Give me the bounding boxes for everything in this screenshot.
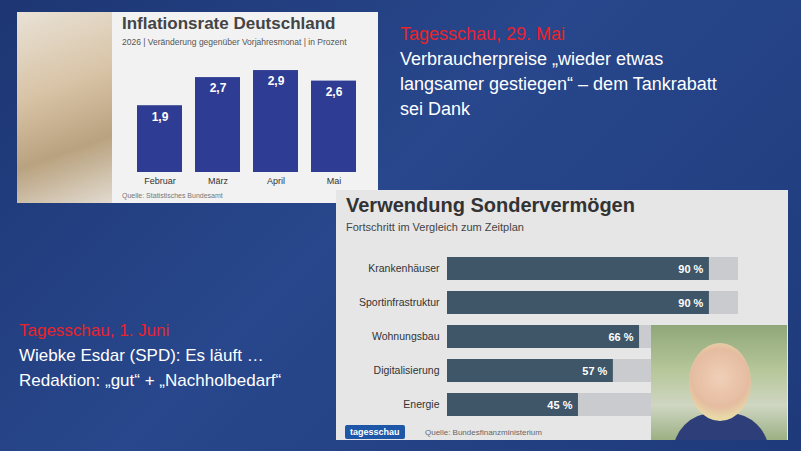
svg-text:2,6: 2,6 [326,85,343,99]
svg-text:1,9: 1,9 [152,110,169,124]
html-text:Tagesschau, 1. Juni: Tagesschau, 1. Juni [19,321,170,340]
svg-text:Digitalisierung: Digitalisierung [374,364,440,376]
svg-text:90 %: 90 % [678,263,703,275]
html-text:Verbraucherpreise „wieder etwa: Verbraucherpreise „wieder etwas langsame… [400,49,717,119]
svg-text:2,7: 2,7 [210,81,227,95]
html-text:Quelle: Bundesfinanzministeriu: Quelle: Bundesfinanzministerium [425,428,542,437]
svg-text:2,9: 2,9 [268,74,285,88]
svg-text:57 %: 57 % [582,365,607,377]
svg-text:Krankenhäuser: Krankenhäuser [368,262,440,274]
html-text:Verwendung Sondervermögen: Verwendung Sondervermögen [346,194,635,216]
html-text:Fortschritt im Vergleich zum Z: Fortschritt im Vergleich zum Zeitplan [346,221,524,233]
html-text:tagesschau: tagesschau [350,427,400,437]
svg-text:Wohnungsbau: Wohnungsbau [372,330,440,342]
svg-text:45 %: 45 % [547,399,572,411]
html-text:Quelle: Statistisches Bundesam: Quelle: Statistisches Bundesamt [122,192,223,199]
svg-text:Energie: Energie [403,398,439,410]
html-text:Redaktion: „gut“ + „Nachholbed: Redaktion: „gut“ + „Nachholbedarf“ [19,371,282,390]
html-text:2026 | Veränderung gegenüber V: 2026 | Veränderung gegenüber Vorjahresmo… [122,37,347,47]
svg-text:90 %: 90 % [678,297,703,309]
svg-text:März: März [208,176,228,186]
html-text:Wiebke Esdar (SPD): Es läuft …: Wiebke Esdar (SPD): Es läuft … [19,346,264,365]
svg-text:Mai: Mai [327,176,342,186]
html-text:Inflationsrate Deutschland: Inflationsrate Deutschland [122,14,336,33]
svg-text:Februar: Februar [144,176,176,186]
svg-text:Sportinfrastruktur: Sportinfrastruktur [359,296,440,308]
svg-text:66 %: 66 % [608,331,633,343]
svg-text:April: April [267,176,285,186]
html-text:Tagesschau, 29. Mai: Tagesschau, 29. Mai [400,24,566,44]
